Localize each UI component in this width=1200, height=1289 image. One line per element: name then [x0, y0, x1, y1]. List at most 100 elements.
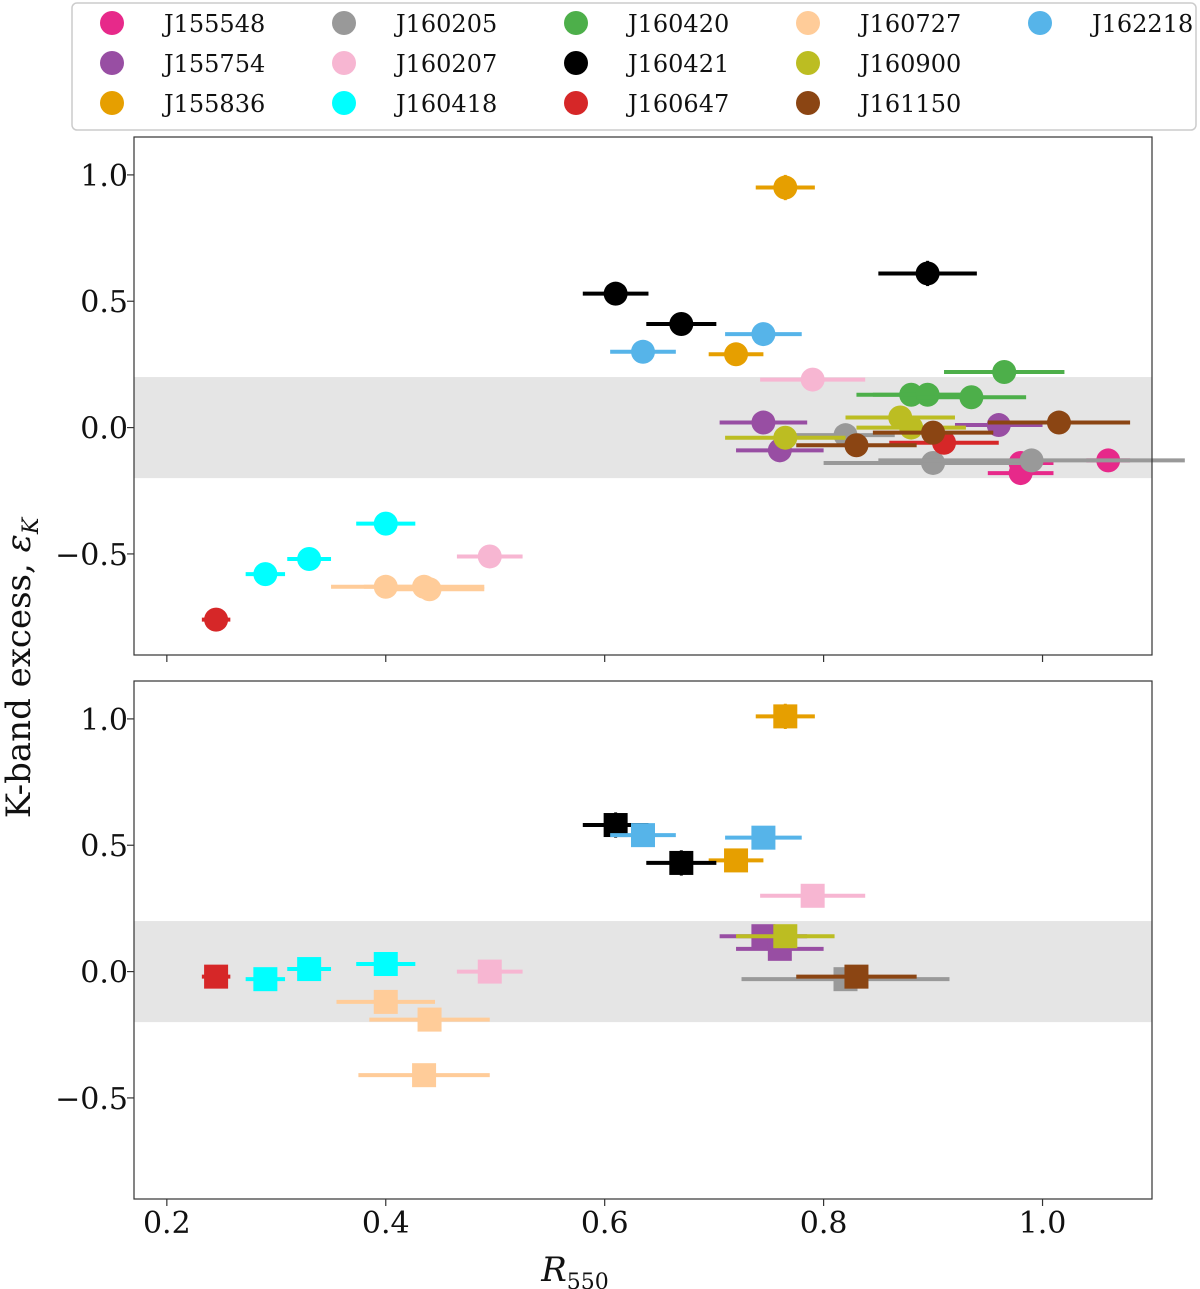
square-marker: [773, 704, 798, 729]
circle-marker: [204, 607, 229, 632]
square-marker: [751, 825, 776, 850]
bottom-panel-ticks: −0.5 0.0 0.5 1.0 0.2 0.4 0.6 0.8 1.0: [55, 703, 1066, 1241]
top-panel-marks: [201, 174, 1185, 632]
x-tick-label: 0.4: [362, 1206, 410, 1241]
legend-marker: [1028, 11, 1052, 35]
square-marker: [297, 957, 322, 982]
legend-label: J160418: [393, 90, 497, 118]
circle-marker: [773, 425, 798, 450]
square-marker: [724, 848, 749, 873]
legend-label: J160647: [625, 90, 729, 118]
y-tick-label: 1.0: [80, 703, 128, 738]
y-tick-label: 0.5: [80, 829, 128, 864]
data-point-j160205: [823, 450, 1043, 475]
data-point-j160418: [356, 511, 416, 536]
legend-marker: [332, 11, 356, 35]
legend: J155548 J155754 J155836 J160205 J160207 J1604…: [71, 2, 1197, 131]
legend-label: J155754: [161, 50, 265, 78]
bottom-panel-shaded-band: [134, 921, 1152, 1023]
y-tick-label: 1.0: [80, 159, 128, 194]
data-point-j160207: [456, 544, 523, 569]
legend-label: J155836: [161, 90, 265, 118]
y-tick-label: −0.5: [55, 538, 128, 573]
square-marker: [412, 1063, 437, 1088]
y-axis-title-main: K-band excess,: [0, 552, 39, 818]
square-marker: [800, 883, 825, 908]
legend-label: J160421: [625, 50, 729, 78]
circle-marker: [959, 385, 984, 410]
circle-marker: [1046, 410, 1071, 435]
square-marker: [631, 823, 655, 848]
legend-label: J160420: [625, 10, 729, 38]
data-point-j160647: [201, 964, 231, 989]
data-point-j162218: [725, 825, 802, 850]
data-point-j162218: [610, 339, 676, 364]
legend-entry-j160647: J160647: [564, 90, 729, 118]
data-point-j160205: [878, 448, 1185, 473]
circle-marker: [373, 511, 398, 536]
data-point-j160420: [916, 385, 1027, 410]
legend-entry-j155754: J155754: [100, 50, 265, 78]
bottom-panel-squares: −0.5 0.0 0.5 1.0 0.2 0.4 0.6 0.8 1.0: [55, 680, 1153, 1241]
data-point-j160900: [725, 425, 846, 450]
data-point-j160727: [336, 989, 436, 1014]
y-tick-label: 0.0: [80, 412, 128, 447]
legend-entry-j162218: J162218: [1028, 10, 1193, 38]
y-tick-label: 0.0: [80, 956, 128, 991]
square-marker: [669, 850, 694, 875]
legend-marker: [332, 51, 356, 75]
data-point-j161150: [796, 964, 917, 989]
legend-entry-j160205: J160205: [332, 10, 497, 38]
circle-marker: [297, 546, 322, 571]
y-axis-title: K-band excess, εK: [0, 516, 44, 818]
legend-label: J160207: [393, 50, 497, 78]
data-point-j161150: [987, 410, 1131, 435]
legend-label: J161150: [857, 90, 961, 118]
circle-marker: [603, 281, 628, 306]
legend-items: J155548 J155754 J155836 J160205 J160207 J1604…: [100, 10, 1193, 118]
circle-marker: [992, 359, 1017, 384]
data-point-j160418: [245, 967, 286, 992]
bottom-panel-frame: [133, 680, 1153, 1200]
data-point-j160421: [646, 850, 717, 876]
data-point-j160207: [456, 959, 523, 984]
legend-entry-j160418: J160418: [332, 90, 497, 118]
circle-marker: [1019, 448, 1044, 473]
circle-marker: [921, 450, 946, 475]
square-marker: [373, 952, 398, 977]
data-point-j160418: [245, 562, 286, 587]
square-marker: [417, 1007, 442, 1032]
data-point-j160900: [736, 924, 835, 949]
x-tick-label: 0.2: [143, 1206, 191, 1241]
data-point-j155836: [708, 342, 764, 367]
circle-marker: [669, 311, 694, 336]
data-point-j160727: [358, 1063, 490, 1088]
legend-marker: [796, 91, 820, 115]
bottom-panel-marks: [201, 703, 950, 1088]
x-axis-title: R550: [540, 1250, 609, 1289]
legend-entry-j155548: J155548: [100, 10, 265, 38]
data-point-j155836: [755, 703, 815, 730]
data-point-j160205: [796, 423, 895, 448]
legend-entry-j160421: J160421: [564, 50, 729, 78]
square-marker: [844, 964, 869, 989]
legend-entry-j160420: J160420: [564, 10, 729, 38]
circle-marker: [724, 342, 749, 367]
x-tick-label: 0.8: [800, 1206, 848, 1241]
circle-marker: [417, 577, 442, 602]
legend-label: J160900: [857, 50, 961, 78]
square-marker: [373, 989, 398, 1014]
data-point-j160727: [374, 577, 485, 602]
data-point-j160418: [287, 957, 332, 982]
data-point-j162218: [725, 322, 802, 347]
legend-marker: [564, 51, 588, 75]
data-point-j160421: [582, 281, 649, 306]
data-point-j161150: [872, 420, 994, 445]
data-point-j160421: [878, 260, 977, 287]
data-point-j155836: [755, 174, 815, 201]
legend-marker: [100, 11, 124, 35]
square-marker: [253, 967, 278, 992]
circle-marker: [631, 339, 655, 364]
data-point-j160421: [646, 311, 717, 336]
